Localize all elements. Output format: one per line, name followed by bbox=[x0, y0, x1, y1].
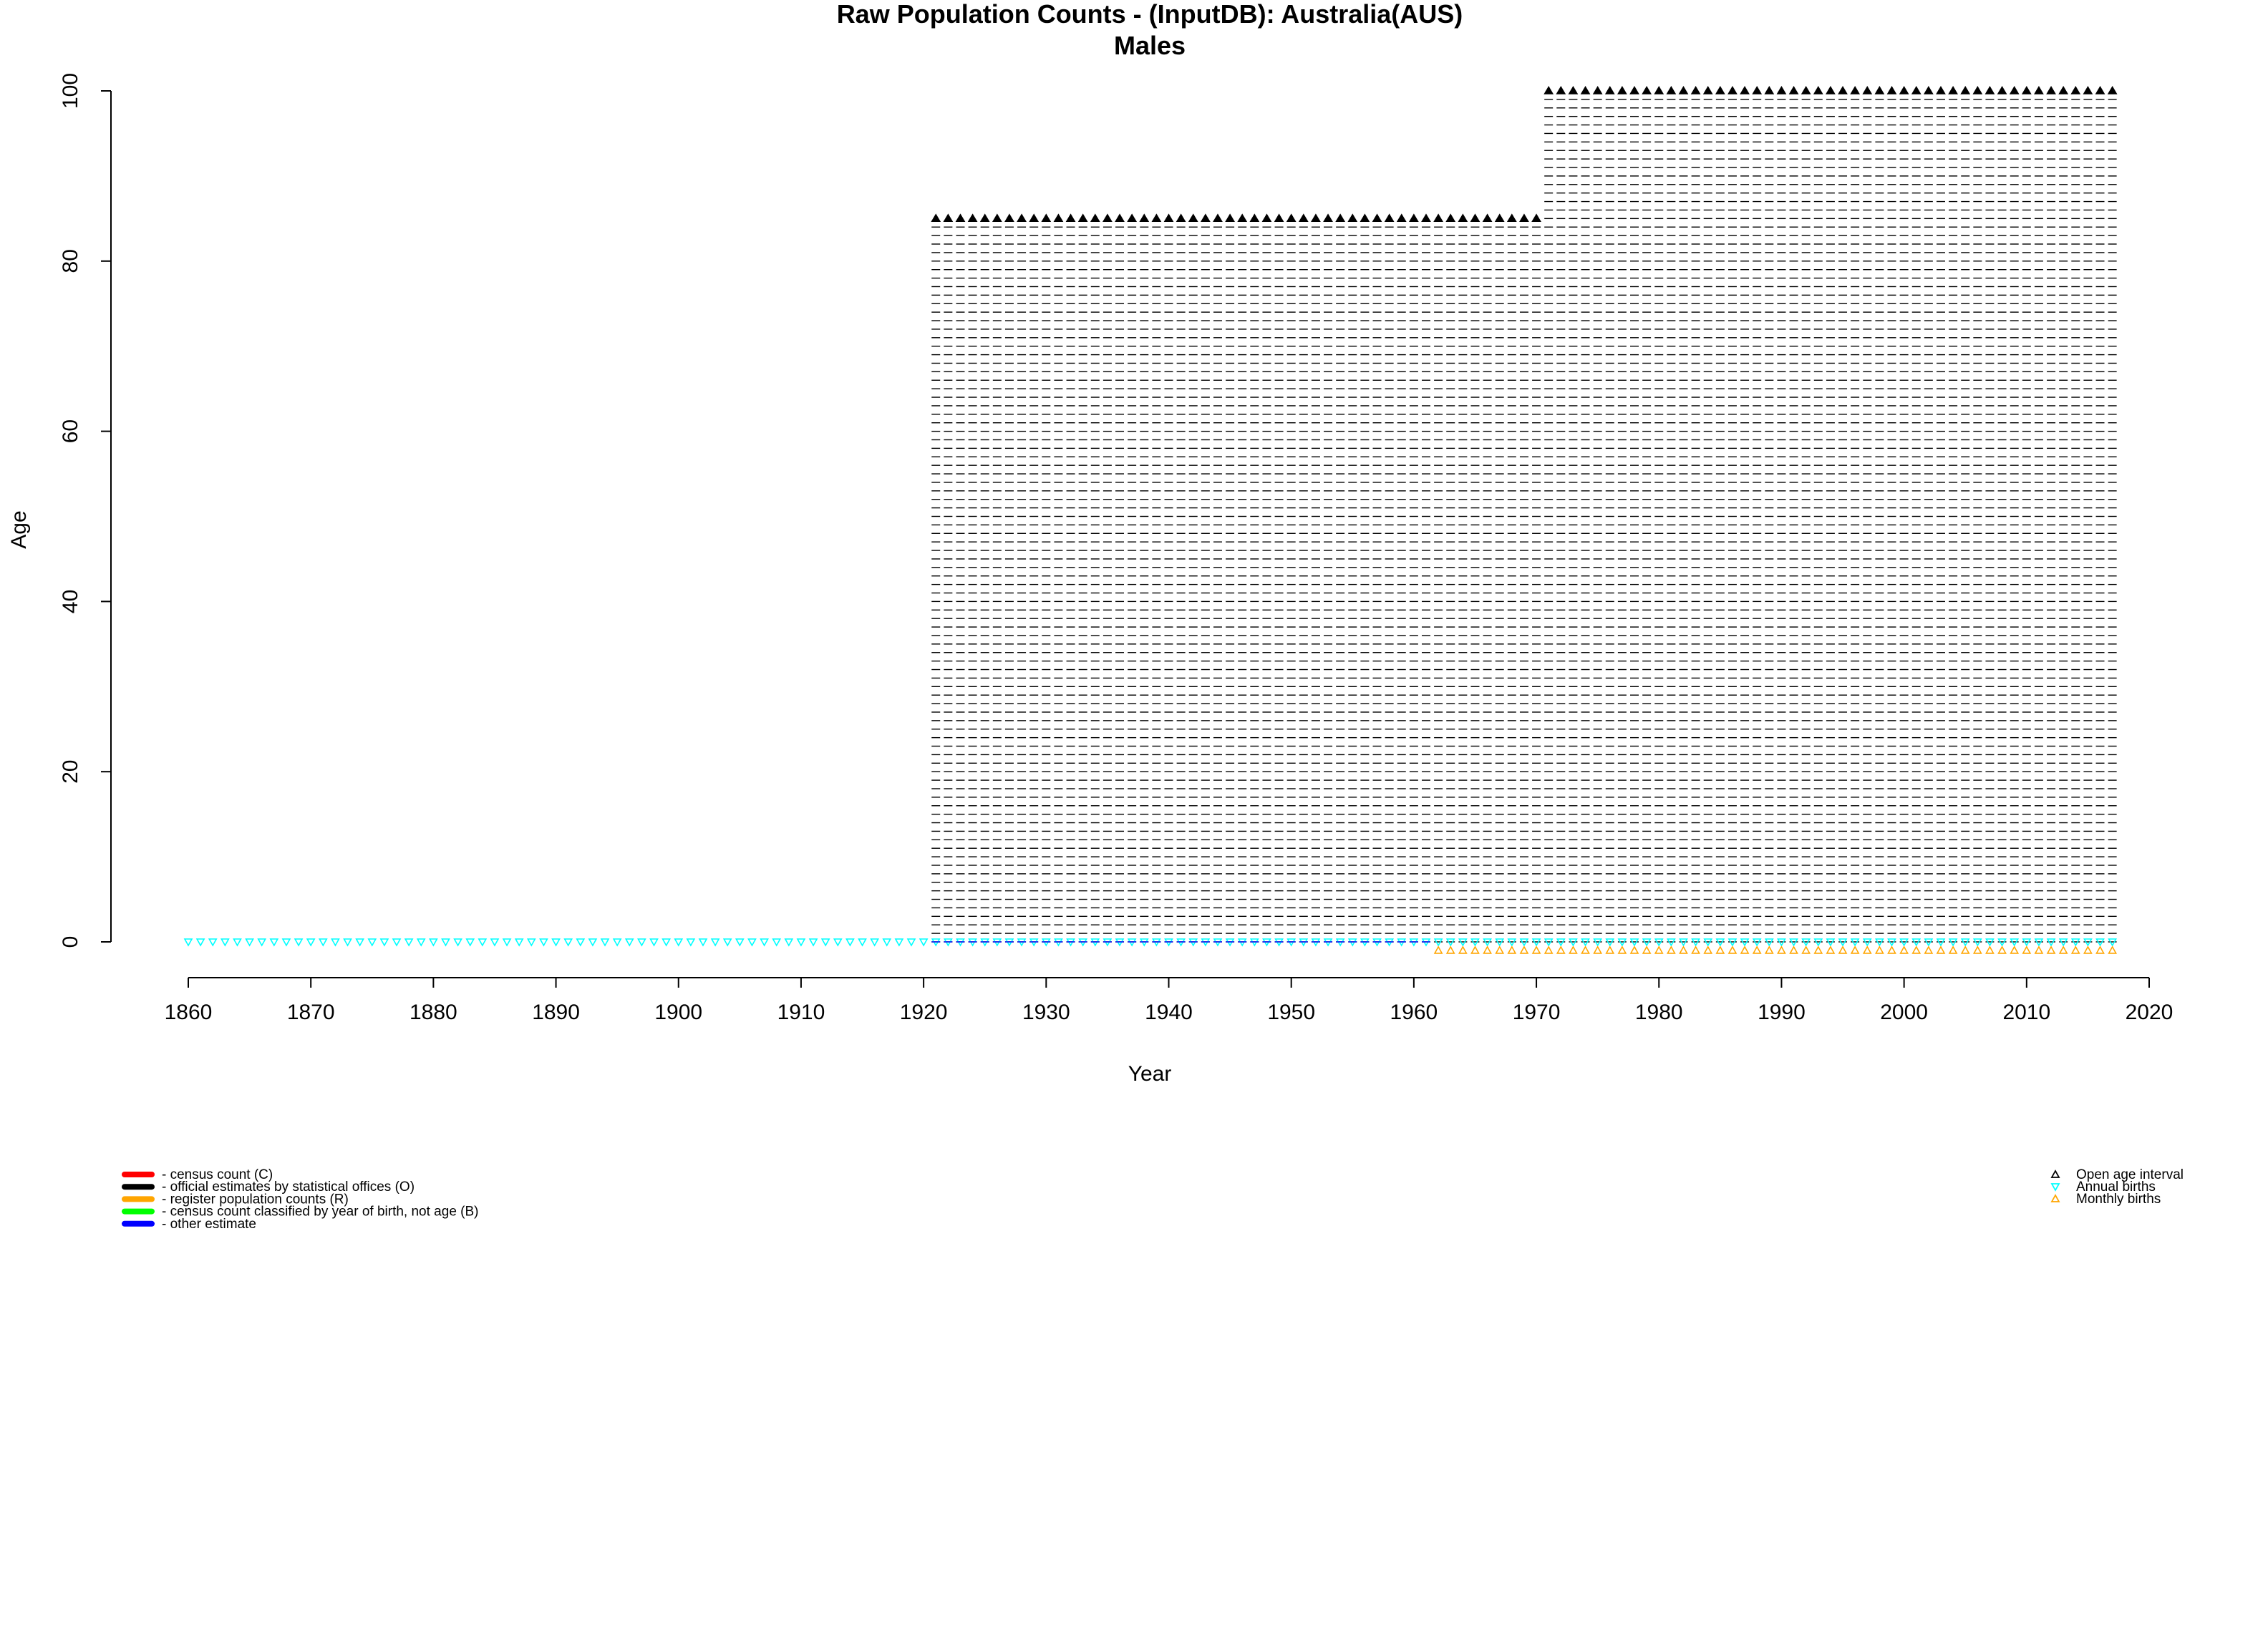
y-tick-label: 40 bbox=[59, 590, 82, 613]
x-tick-label: 1960 bbox=[1390, 1001, 1438, 1024]
x-tick-label: 1880 bbox=[410, 1001, 457, 1024]
x-tick-label: 1920 bbox=[900, 1001, 948, 1024]
chart-title: Raw Population Counts - (InputDB): Austr… bbox=[837, 0, 1463, 29]
x-tick-label: 1980 bbox=[1635, 1001, 1683, 1024]
x-tick-label: 2010 bbox=[2002, 1001, 2050, 1024]
chart-subtitle: Males bbox=[1114, 31, 1186, 60]
x-tick-label: 2000 bbox=[1880, 1001, 1928, 1024]
axes: 1860 1870 1880 1890 1900 1910 1920 1930 1940 1950… bbox=[59, 73, 2173, 1024]
y-axis-ticks: 0 20 40 60 80 100 bbox=[59, 73, 111, 948]
x-tick-label: 1870 bbox=[287, 1001, 335, 1024]
x-tick-label: 1900 bbox=[654, 1001, 702, 1024]
x-tick-label: 1890 bbox=[532, 1001, 580, 1024]
y-tick-label: 100 bbox=[59, 73, 82, 109]
data-layer bbox=[183, 86, 2118, 954]
y-tick-label: 60 bbox=[59, 419, 82, 443]
x-tick-label: 1930 bbox=[1022, 1001, 1070, 1024]
x-tick-label: 1860 bbox=[165, 1001, 213, 1024]
x-axis-title: Year bbox=[1128, 1062, 1172, 1086]
y-axis-title: Age bbox=[7, 510, 31, 548]
y-tick-label: 0 bbox=[59, 936, 82, 948]
x-tick-label: 1910 bbox=[777, 1001, 825, 1024]
x-tick-label: 1940 bbox=[1145, 1001, 1193, 1024]
x-tick-label: 2020 bbox=[2126, 1001, 2174, 1024]
y-tick-label: 80 bbox=[59, 249, 82, 273]
x-tick-label: 1970 bbox=[1513, 1001, 1561, 1024]
x-axis-ticks: 1860 1870 1880 1890 1900 1910 1920 1930 1940 1950… bbox=[165, 978, 2174, 1024]
x-tick-label: 1990 bbox=[1758, 1001, 1806, 1024]
y-tick-label: 20 bbox=[59, 760, 82, 784]
x-tick-label: 1950 bbox=[1267, 1001, 1315, 1024]
